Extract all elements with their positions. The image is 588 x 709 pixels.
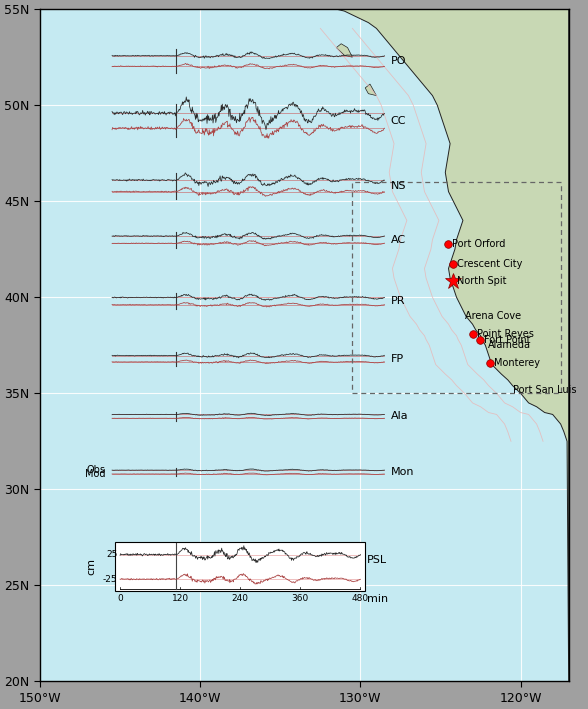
- Polygon shape: [336, 44, 352, 57]
- Text: 240: 240: [232, 594, 249, 603]
- Text: 360: 360: [292, 594, 309, 603]
- Text: Mon: Mon: [391, 467, 415, 477]
- Text: 25: 25: [106, 550, 118, 559]
- Text: Mod: Mod: [85, 469, 106, 479]
- Text: AC: AC: [391, 235, 406, 245]
- Text: 0: 0: [117, 594, 123, 603]
- Text: North Spit: North Spit: [457, 276, 507, 286]
- Text: cm: cm: [86, 558, 96, 575]
- Text: PO: PO: [391, 56, 406, 66]
- Polygon shape: [365, 84, 376, 96]
- Bar: [352, 182, 560, 393]
- Text: Alameda: Alameda: [488, 340, 531, 350]
- Bar: [115, 542, 365, 591]
- Text: 120: 120: [172, 594, 189, 603]
- Text: NS: NS: [391, 181, 406, 191]
- Text: Point Reyes: Point Reyes: [477, 329, 534, 339]
- Text: FP: FP: [391, 354, 404, 364]
- Text: Obs: Obs: [86, 465, 106, 475]
- Text: Ala: Ala: [391, 411, 409, 421]
- Text: Crescent City: Crescent City: [456, 259, 522, 269]
- Text: 480: 480: [352, 594, 369, 603]
- Text: Monterey: Monterey: [495, 357, 540, 367]
- Text: Port San Luis: Port San Luis: [513, 386, 576, 396]
- Text: -25: -25: [103, 574, 118, 584]
- Text: Port Orford: Port Orford: [452, 240, 505, 250]
- Text: Fort Point: Fort Point: [484, 335, 530, 345]
- Text: CC: CC: [391, 116, 406, 125]
- Text: min: min: [367, 594, 388, 604]
- Text: PSL: PSL: [367, 555, 387, 565]
- Text: PR: PR: [391, 296, 405, 306]
- Text: Arena Cove: Arena Cove: [465, 311, 521, 321]
- Polygon shape: [232, 9, 569, 681]
